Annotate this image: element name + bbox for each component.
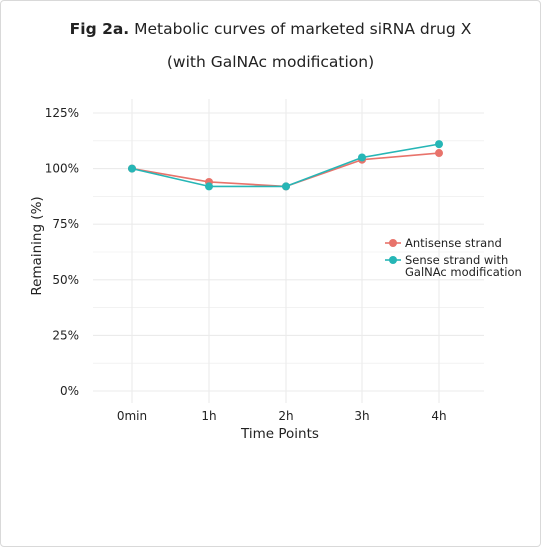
x-axis-title: Time Points: [240, 426, 319, 442]
axes: 0% 25% 50% 75% 100% 125% 0min 1h 2h 3h 4h Time Poin…: [29, 106, 447, 442]
legend-label: Antisense strand: [405, 236, 502, 250]
data-point-sense: [282, 182, 290, 191]
chart-title-text: Metabolic curves of marketed siRNA drug …: [134, 20, 472, 38]
data-point-sense: [435, 140, 443, 149]
chart-subtitle: (with GalNAc modification): [166, 53, 375, 71]
y-tick-label: 0%: [60, 384, 79, 398]
legend-label: GalNAc modification: [405, 265, 522, 279]
data-point-antisense: [435, 149, 443, 158]
figure-label: Fig 2a.: [69, 20, 130, 38]
data-point-sense: [358, 153, 366, 162]
x-tick-label: 3h: [354, 409, 369, 423]
x-tick-label: 2h: [278, 409, 293, 423]
data-point-sense: [128, 164, 136, 173]
x-tick-label: 4h: [431, 409, 446, 423]
series: [128, 140, 443, 191]
legend-key-point: [389, 256, 397, 264]
x-tick-label: 1h: [201, 409, 216, 423]
x-tick-label: 0min: [117, 409, 147, 423]
legend-key-point: [389, 239, 397, 247]
y-tick-label: 125%: [45, 106, 79, 120]
data-point-sense: [205, 182, 213, 191]
chart-title: Fig 2a. Metabolic curves of marketed siR…: [1, 20, 540, 38]
grid: [93, 99, 484, 403]
y-tick-label: 25%: [52, 328, 79, 342]
y-axis-title: Remaining (%): [29, 196, 45, 295]
y-tick-label: 50%: [52, 273, 79, 287]
legend-label: Sense strand with: [405, 253, 508, 267]
y-tick-label: 100%: [45, 162, 79, 176]
legend: Antisense strand Sense strand withGalNAc …: [385, 236, 522, 279]
y-tick-label: 75%: [52, 217, 79, 231]
